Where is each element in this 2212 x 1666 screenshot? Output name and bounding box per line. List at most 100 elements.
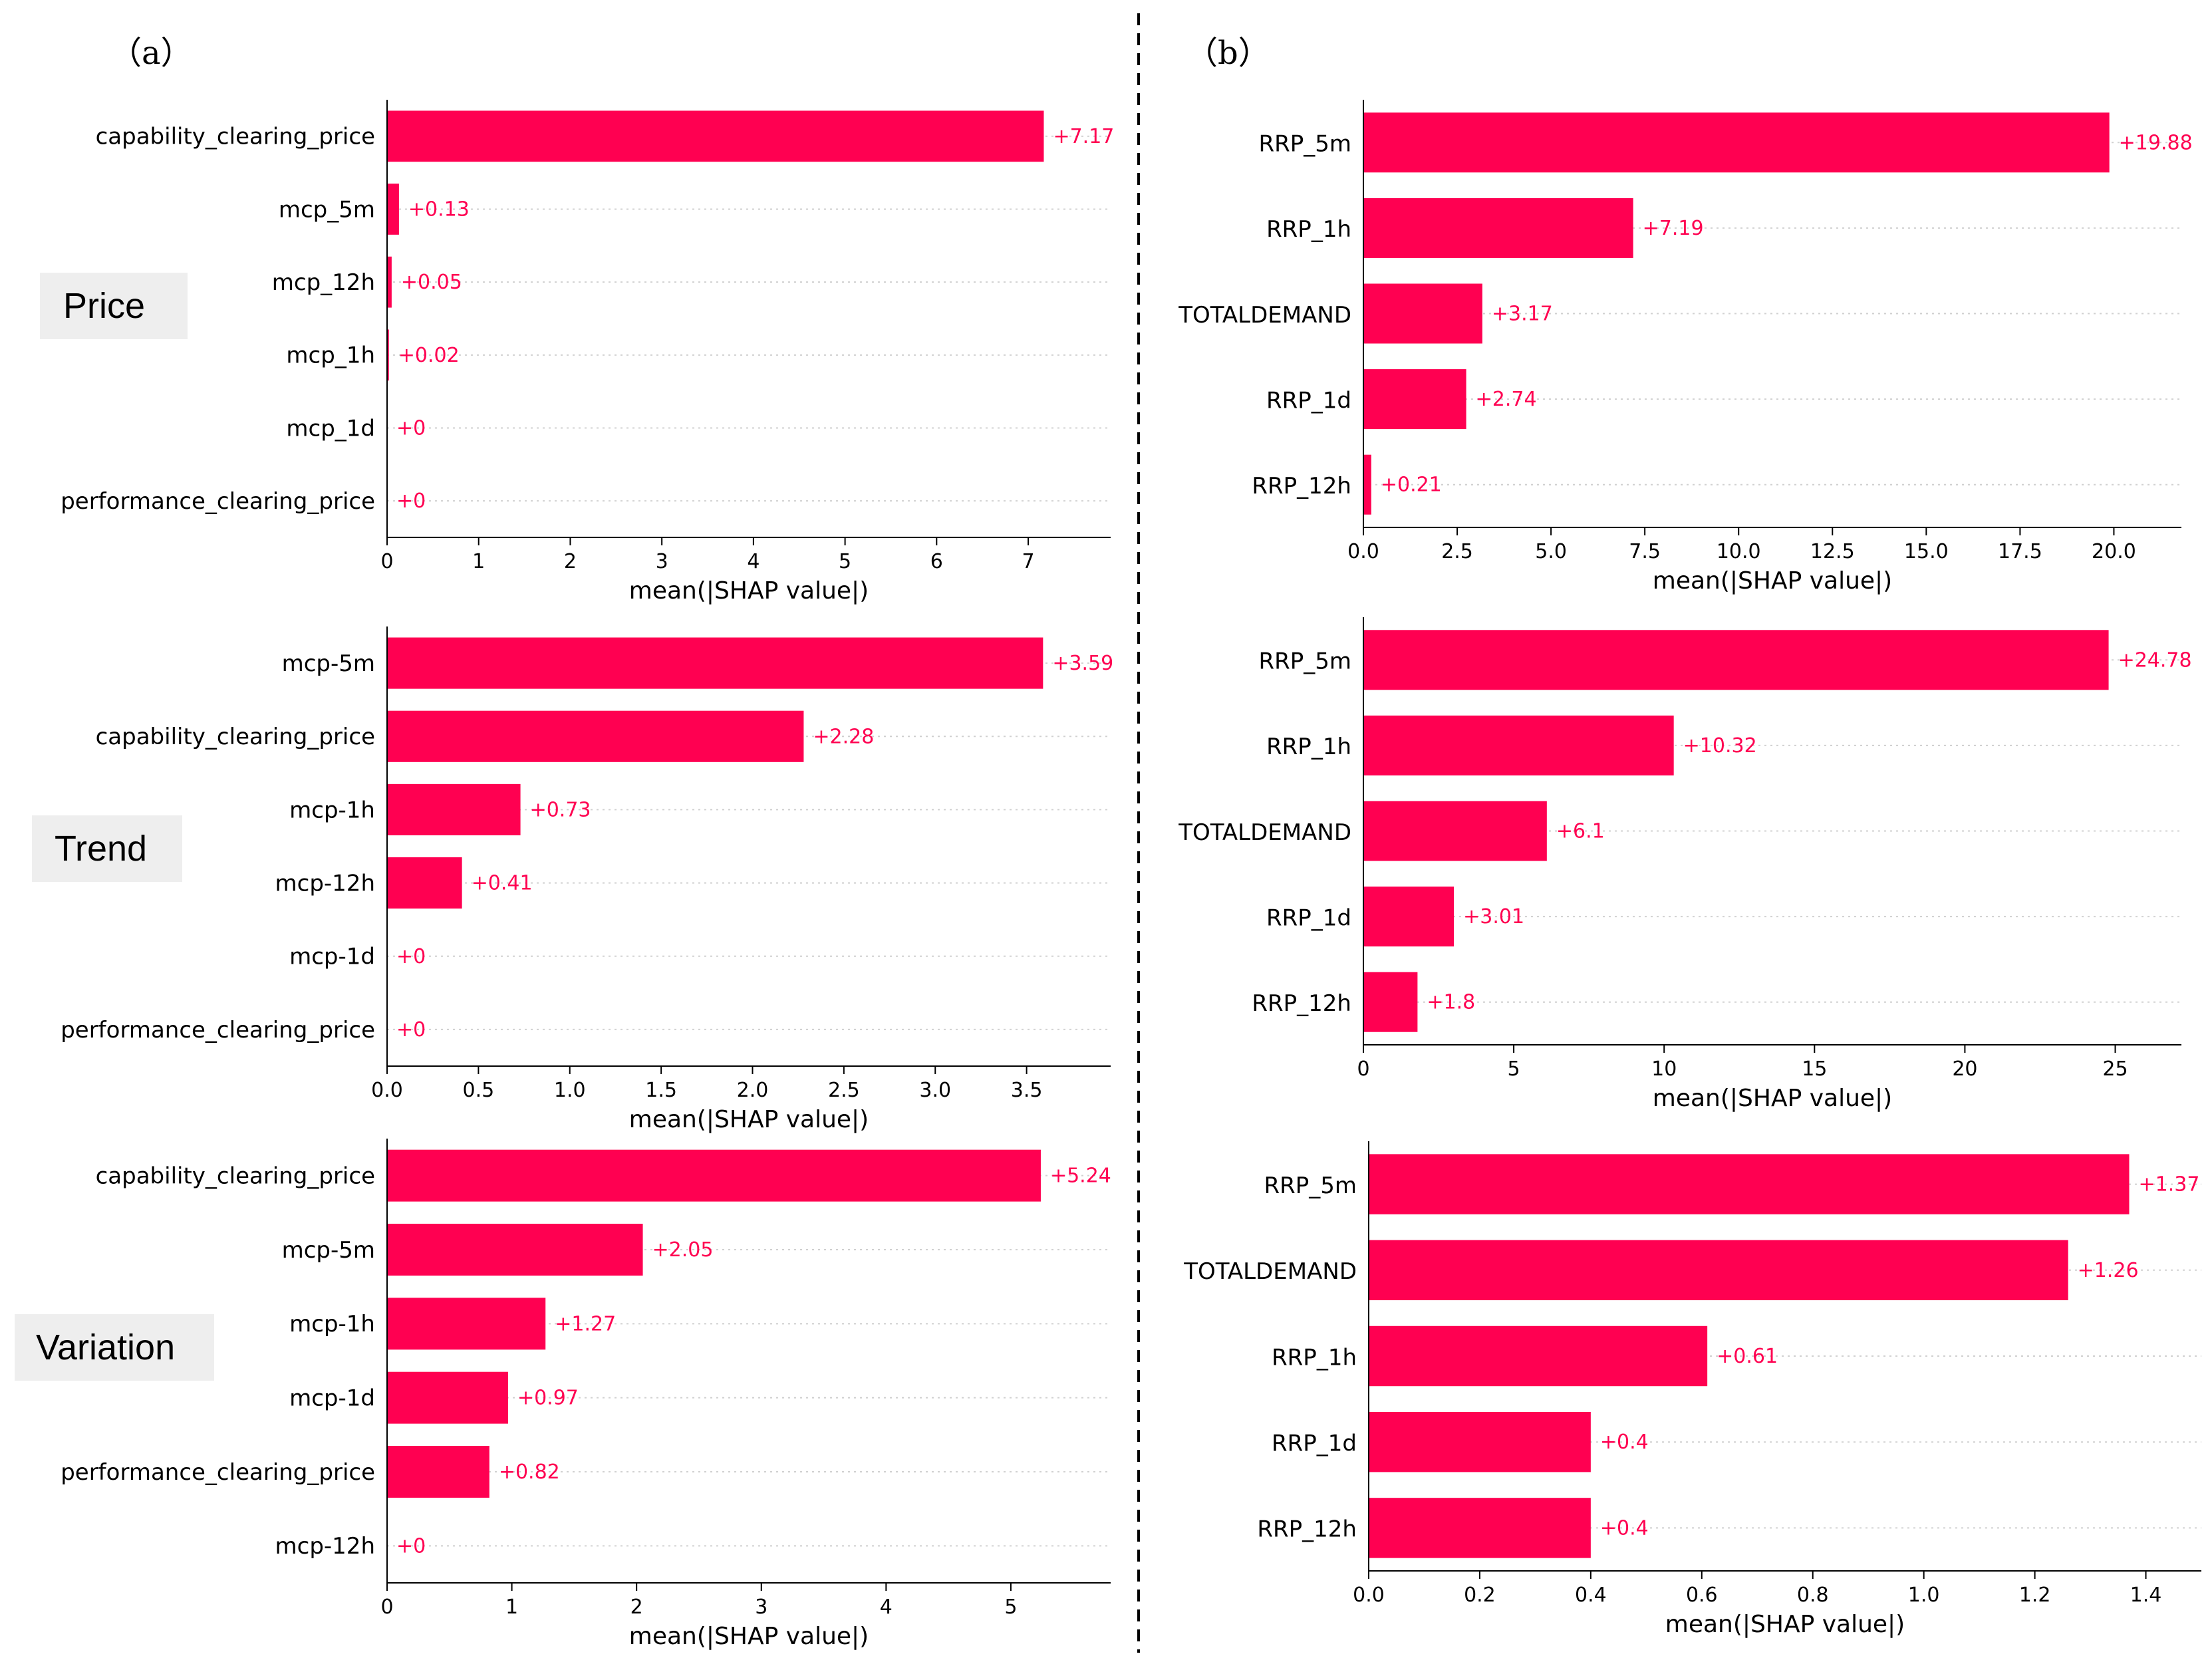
feature-label: RRP_12h [1252,473,1351,499]
chart-b-trend: RRP_5m +24.78 RRP_1h +10.32 TOTALDEMAND +6.1 R… [1178,617,2192,1112]
x-tick-label: 25 [2102,1057,2128,1081]
feature-label: RRP_12h [1252,990,1351,1017]
feature-label: RRP_1h [1272,1344,1357,1371]
x-tick-label: 10 [1651,1057,1677,1081]
x-tick-label: 2 [564,550,577,573]
row-tag-variation: Variation [15,1314,214,1381]
x-tick-label: 5 [1508,1057,1520,1081]
feature-label: RRP_1d [1266,387,1351,414]
bar [387,783,521,835]
bar [1363,630,2109,690]
value-label: +0.02 [398,344,460,367]
value-label: +1.37 [2138,1173,2199,1196]
value-label: +0 [396,1018,426,1041]
value-label: +0.21 [1381,474,1442,497]
value-label: +3.01 [1463,905,1524,928]
feature-label: RRP_5m [1258,648,1351,675]
x-tick-label: 10.0 [1717,540,1761,563]
feature-label: mcp_5m [279,196,375,223]
value-label: +1.27 [555,1312,616,1335]
x-tick-label: 5.0 [1535,540,1567,563]
row-tag-trend: Trend [32,815,182,882]
x-tick-label: 2.5 [828,1079,860,1102]
x-tick-label: 15.0 [1904,540,1949,563]
bar [387,1298,546,1350]
feature-label: capability_clearing_price [96,124,375,150]
row-tag-trend-box [32,815,182,882]
chart-a-price: capability_clearing_price +7.17 mcp_5m +0.1… [61,100,1114,605]
x-tick-label: 15 [1802,1057,1827,1081]
x-tick-label: 1 [505,1596,518,1619]
value-label: +0.61 [1717,1345,1778,1368]
feature-label: TOTALDEMAND [1178,819,1351,846]
value-label: +10.32 [1683,734,1757,758]
value-label: +1.8 [1427,991,1475,1014]
bar [387,1224,643,1276]
feature-label: RRP_1d [1266,904,1351,931]
x-tick-label: 1.4 [2130,1584,2162,1607]
x-axis-title: mean(|SHAP value|) [629,1623,869,1650]
x-tick-label: 1.0 [554,1079,586,1102]
feature-label: mcp-12h [275,1533,375,1560]
value-label: +0.13 [408,198,470,221]
feature-label: mcp-1d [289,1385,375,1412]
value-label: +19.88 [2119,131,2193,154]
value-label: +0.4 [1600,1516,1649,1540]
bar [1369,1325,1708,1387]
bar [387,256,392,308]
feature-label: mcp-1d [289,944,375,970]
feature-label: mcp_12h [272,269,375,296]
panel-a-label: （a） [110,35,193,72]
value-label: +1.26 [2078,1259,2139,1282]
bar [1363,454,1371,515]
feature-label: RRP_1h [1266,216,1351,243]
x-tick-label: 0 [380,550,393,573]
bar [387,637,1043,689]
value-label: +0.41 [472,872,533,895]
row-tag-price-text: Price [63,286,145,326]
row-tag-variation-text: Variation [36,1327,175,1367]
bar [1363,972,1418,1032]
chart-a-variation: capability_clearing_price +5.24 mcp-5m +2.0… [61,1139,1111,1650]
x-tick-label: 0.0 [371,1079,403,1102]
feature-label: capability_clearing_price [96,724,375,750]
x-axis-title: mean(|SHAP value|) [1653,1085,1892,1112]
feature-label: TOTALDEMAND [1183,1258,1357,1285]
feature-label: RRP_1d [1272,1431,1357,1457]
feature-label: capability_clearing_price [96,1163,375,1190]
bar [387,1446,489,1498]
row-tag-price: Price [40,273,188,339]
chart-a-trend: mcp-5m +3.59 capability_clearing_price +2.2… [61,626,1113,1133]
value-label: +2.28 [813,725,874,748]
feature-label: mcp_1h [286,343,375,369]
row-tag-price-box [40,273,188,339]
x-tick-label: 0.2 [1464,1584,1496,1607]
bar [1363,887,1454,947]
feature-label: RRP_1h [1266,734,1351,760]
feature-label: RRP_12h [1257,1516,1357,1543]
x-tick-label: 12.5 [1810,540,1855,563]
x-tick-label: 6 [930,550,943,573]
x-tick-label: 17.5 [1998,540,2042,563]
value-label: +2.74 [1476,388,1537,411]
feature-label: RRP_5m [1258,131,1351,158]
x-tick-label: 1.2 [2019,1584,2051,1607]
row-tag-variation-box [15,1314,214,1381]
bar [387,329,389,381]
chart-b-variation: RRP_5m +1.37 TOTALDEMAND +1.26 RRP_1h +0.61 RR… [1183,1141,2201,1638]
bar [1369,1498,1591,1558]
value-label: +0.05 [401,271,462,294]
value-label: +0 [396,417,426,440]
x-tick-label: 1 [472,550,485,573]
feature-label: performance_clearing_price [61,1017,375,1043]
bar [1369,1411,1591,1472]
bar [1363,283,1482,344]
value-label: +0.73 [530,798,591,821]
x-tick-label: 0 [380,1596,393,1619]
x-axis-title: mean(|SHAP value|) [629,1106,869,1133]
row-tag-trend-text: Trend [55,829,147,869]
value-label: +7.19 [1643,217,1704,240]
value-label: +5.24 [1050,1165,1111,1188]
